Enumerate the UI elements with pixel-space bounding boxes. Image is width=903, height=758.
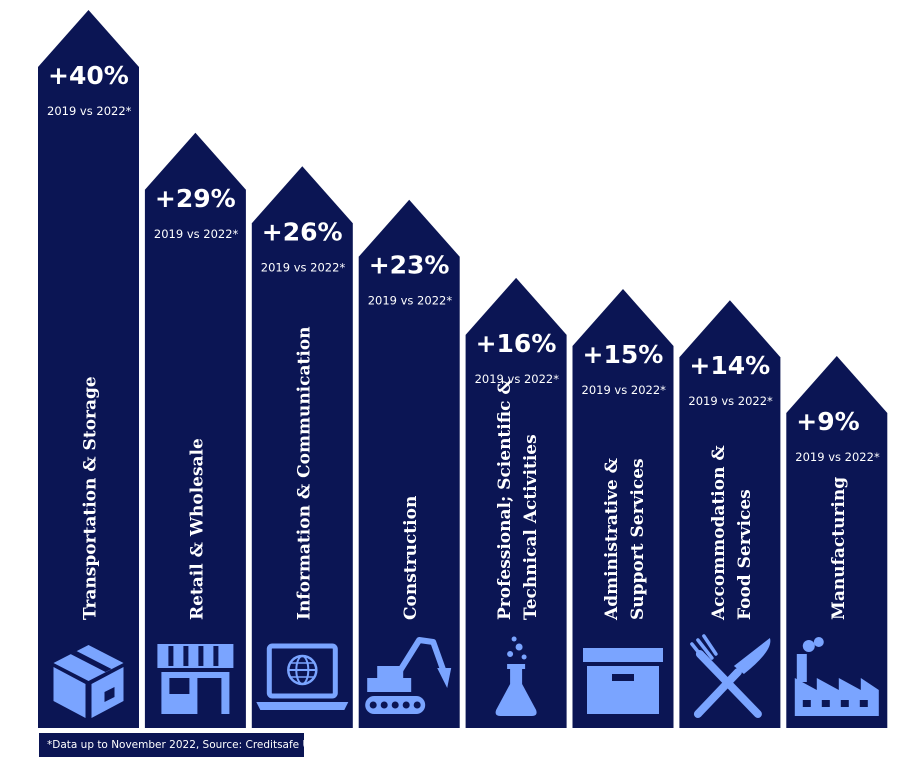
fork-knife-icon xyxy=(690,634,771,718)
bar-arrow xyxy=(251,166,353,729)
category-label: Food Services xyxy=(735,489,755,620)
bar-arrow xyxy=(465,277,567,728)
comparison-sublabel: 2019 vs 2022* xyxy=(261,260,346,274)
category-label: Manufacturing xyxy=(829,477,849,620)
value-label: +14% xyxy=(689,351,770,380)
value-label: +23% xyxy=(369,251,450,280)
factory-icon xyxy=(794,637,879,716)
category-label: Information & Communication xyxy=(294,326,314,620)
bar-arrow xyxy=(572,289,674,728)
category-label: Transportation & Storage xyxy=(81,376,101,620)
category-label: Technical Activities xyxy=(521,434,541,620)
value-label: +29% xyxy=(155,184,236,213)
value-label: +9% xyxy=(796,407,859,436)
category-label: Construction xyxy=(401,496,421,620)
comparison-sublabel: 2019 vs 2022* xyxy=(47,104,132,118)
bar-arrow xyxy=(358,199,460,728)
comparison-sublabel: 2019 vs 2022* xyxy=(154,227,239,241)
laptop-globe-icon xyxy=(256,643,349,710)
category-label: Administrative & xyxy=(602,457,622,621)
value-label: +40% xyxy=(48,61,129,90)
value-label: +16% xyxy=(476,329,557,358)
category-label: Retail & Wholesale xyxy=(187,438,207,620)
comparison-sublabel: 2019 vs 2022* xyxy=(688,394,773,408)
category-label: Professional; Scientific & xyxy=(495,379,515,620)
value-label: +15% xyxy=(583,340,664,369)
bar-arrow xyxy=(679,300,781,728)
archive-box-icon xyxy=(583,648,663,714)
comparison-sublabel: 2019 vs 2022* xyxy=(475,372,560,386)
bar-arrow xyxy=(38,10,139,728)
storefront-icon xyxy=(157,644,234,714)
bar-arrow xyxy=(786,356,888,728)
footnote: *Data up to November 2022, Source: Credi… xyxy=(39,733,317,757)
value-label: +26% xyxy=(262,217,343,246)
category-label: Accommodation & xyxy=(709,445,729,621)
comparison-sublabel: 2019 vs 2022* xyxy=(582,383,667,397)
flask-icon xyxy=(495,636,537,716)
excavator-icon xyxy=(365,637,452,714)
comparison-sublabel: 2019 vs 2022* xyxy=(795,450,880,464)
comparison-sublabel: 2019 vs 2022* xyxy=(368,294,453,308)
box-icon xyxy=(53,645,124,718)
category-label: Support Services xyxy=(628,458,648,620)
bar-arrow xyxy=(144,132,246,729)
